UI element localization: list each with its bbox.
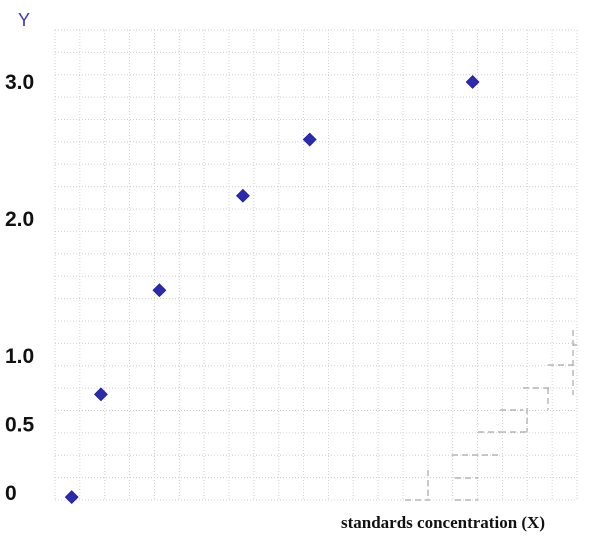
y-tick-label: 0.5 bbox=[5, 414, 35, 437]
data-point bbox=[465, 75, 480, 89]
x-axis-label: standards concentration (X) bbox=[341, 513, 545, 532]
data-point bbox=[302, 132, 317, 147]
y-axis-label: Y bbox=[18, 10, 30, 30]
y-tick-label: 2.0 bbox=[5, 208, 34, 231]
data-point bbox=[64, 490, 79, 505]
data-point bbox=[94, 387, 108, 402]
data-point bbox=[152, 283, 167, 298]
y-tick-label: 1.0 bbox=[5, 345, 34, 368]
y-tick-labels: 0 0.5 1.0 2.0 3.0 bbox=[5, 71, 35, 505]
grid bbox=[54, 29, 578, 501]
y-tick-label: 0 bbox=[5, 482, 17, 505]
faint-background-lines bbox=[405, 330, 577, 501]
y-tick-label: 3.0 bbox=[5, 71, 34, 94]
data-point bbox=[235, 188, 250, 203]
data-points bbox=[64, 75, 480, 505]
